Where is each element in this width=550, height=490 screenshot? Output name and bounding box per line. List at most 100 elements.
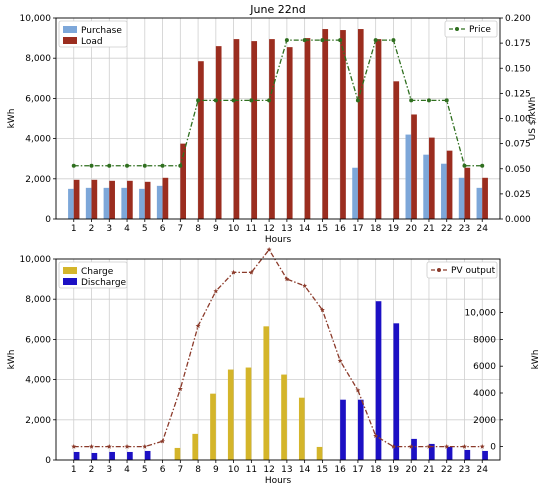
y-axis-label: kWh xyxy=(7,350,17,370)
legend-marker xyxy=(437,268,441,272)
bar-charge xyxy=(281,374,287,460)
bar-purchase xyxy=(476,187,483,219)
bar-discharge xyxy=(482,450,488,460)
y-tick-label: 0 xyxy=(45,456,51,466)
y-axis-label: kWh xyxy=(7,109,17,129)
point-pv-output xyxy=(124,444,130,449)
point-pv-output xyxy=(248,269,254,275)
y2-tick-label: 0 xyxy=(490,443,496,453)
point-price xyxy=(125,163,130,168)
bar-charge xyxy=(227,369,234,460)
point-price xyxy=(249,98,254,103)
point-pv-output xyxy=(142,444,148,449)
x-tick-label: 18 xyxy=(370,465,382,475)
legend-label: Discharge xyxy=(81,278,127,288)
x-tick-label: 5 xyxy=(142,224,148,234)
y2-tick-label: 0.200 xyxy=(505,14,531,24)
point-price xyxy=(462,163,467,168)
line-price xyxy=(73,39,483,167)
point-pv-output xyxy=(426,444,432,449)
point-price xyxy=(355,98,360,103)
legend-label: Load xyxy=(81,37,103,47)
x-tick-label: 21 xyxy=(423,224,434,234)
x-tick-label: 22 xyxy=(441,224,452,234)
x-tick-label: 23 xyxy=(459,465,470,475)
legend-label: Price xyxy=(469,25,491,35)
point-price xyxy=(142,163,147,168)
point-pv-output xyxy=(266,247,272,252)
legend-swatch xyxy=(63,37,77,44)
bar-load xyxy=(322,29,329,220)
bar-purchase xyxy=(352,167,358,219)
point-pv-output xyxy=(337,358,343,363)
point-price xyxy=(338,38,343,43)
legend-label: Purchase xyxy=(81,26,122,36)
bar-charge xyxy=(192,433,199,460)
bar-discharge xyxy=(340,399,346,460)
x-tick-label: 1 xyxy=(71,224,77,234)
point-price xyxy=(426,98,431,103)
bar-charge xyxy=(263,326,270,460)
point-pv-output xyxy=(319,307,325,313)
point-pv-output xyxy=(373,433,379,438)
bar-load xyxy=(109,180,115,219)
x-tick-label: 12 xyxy=(263,224,274,234)
point-price xyxy=(373,38,378,43)
x-tick-label: 2 xyxy=(89,465,95,475)
point-pv-output xyxy=(160,438,166,444)
point-pv-output xyxy=(195,323,201,329)
bar-purchase xyxy=(68,188,74,219)
bar-load xyxy=(375,39,382,220)
x-tick-label: 16 xyxy=(334,224,346,234)
y2-tick-label: 0.025 xyxy=(505,190,531,200)
point-price xyxy=(391,38,396,43)
point-pv-output xyxy=(106,444,112,449)
bar-charge xyxy=(210,393,216,460)
bar-discharge xyxy=(446,446,453,460)
bar-discharge xyxy=(127,451,133,460)
point-price xyxy=(267,98,272,103)
point-price xyxy=(196,98,201,103)
point-price xyxy=(160,163,165,168)
point-pv-output xyxy=(462,444,467,449)
point-pv-output xyxy=(444,444,450,449)
bar-purchase xyxy=(441,163,447,219)
bar-load xyxy=(464,167,471,219)
bar-load xyxy=(269,39,275,220)
y2-tick-label: 8000 xyxy=(473,335,496,345)
bar-purchase xyxy=(85,187,92,219)
point-price xyxy=(107,163,112,168)
y2-tick-label: 6000 xyxy=(473,362,496,372)
bar-load xyxy=(340,30,346,220)
chart-panel-1: 0 2,000 4,000 6,000 8,000 10,000 0.000 0.025 0.0… xyxy=(7,3,538,245)
y-tick-label: 6,000 xyxy=(25,94,51,104)
y-tick-label: 6,000 xyxy=(25,335,51,345)
point-price xyxy=(480,163,485,168)
y-tick-label: 2,000 xyxy=(25,175,51,185)
x-tick-label: 18 xyxy=(370,224,382,234)
legend-swatch xyxy=(63,267,77,274)
point-pv-output xyxy=(390,444,396,449)
legend-swatch xyxy=(63,278,77,285)
bar-load xyxy=(198,61,204,220)
bar-load xyxy=(428,137,435,219)
y2-axis-label: kWh xyxy=(531,350,541,370)
y-tick-label: 0 xyxy=(45,215,51,225)
bar-load xyxy=(446,150,453,219)
y2-tick-label: 0.175 xyxy=(505,39,531,49)
point-pv-output xyxy=(355,387,361,393)
bar-charge xyxy=(316,446,323,460)
point-price xyxy=(320,38,325,43)
bar-load xyxy=(233,39,240,220)
x-tick-label: 22 xyxy=(441,465,452,475)
bar-purchase xyxy=(156,185,163,219)
x-tick-label: 20 xyxy=(405,465,417,475)
x-tick-label: 1 xyxy=(71,465,77,475)
bar-discharge xyxy=(428,443,435,460)
y2-tick-label: 0.150 xyxy=(505,64,531,74)
x-axis-label: Hours xyxy=(265,476,292,486)
x-tick-label: 2 xyxy=(89,224,95,234)
y2-tick-label: 4000 xyxy=(473,389,496,399)
x-tick-label: 10 xyxy=(228,224,240,234)
